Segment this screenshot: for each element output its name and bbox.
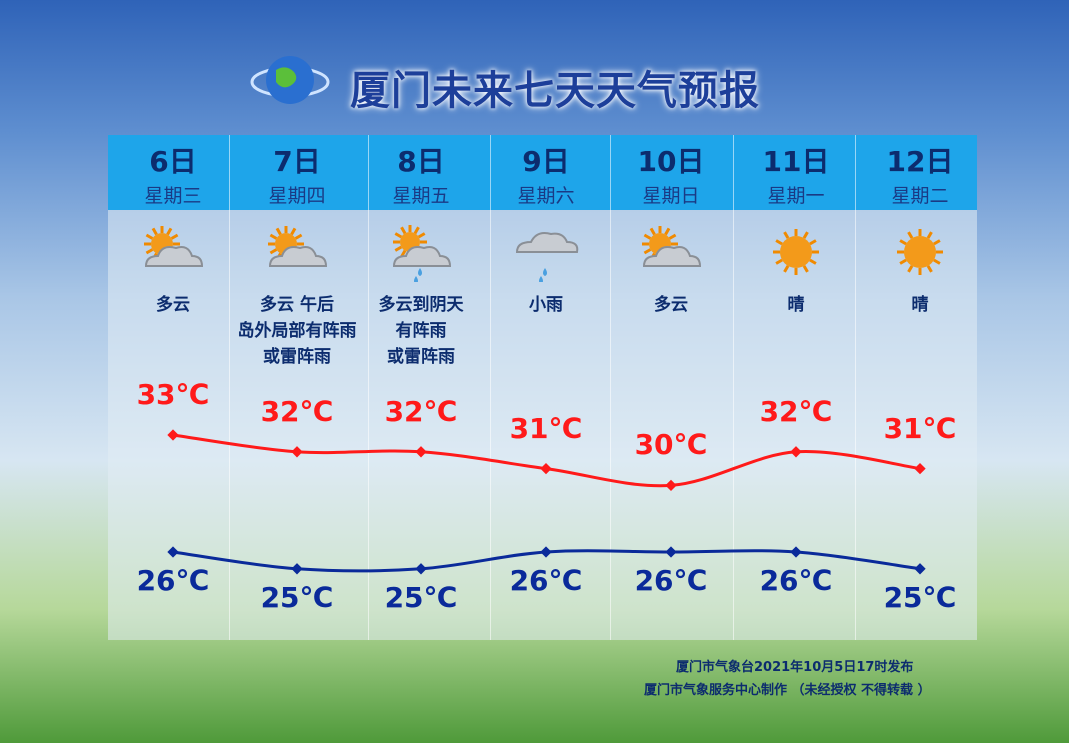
- low-temp-point: [790, 546, 802, 558]
- low-temp-point: [914, 563, 926, 575]
- weather-description: 多云: [654, 295, 688, 315]
- high-temp-label: 32℃: [260, 394, 334, 428]
- day-label: 9日: [522, 145, 570, 178]
- partly-cloudy-icon: [144, 226, 204, 267]
- high-temp-point: [790, 446, 802, 458]
- low-temp-point: [415, 563, 427, 575]
- high-temp-point: [914, 462, 926, 475]
- low-temp-label: 25℃: [384, 580, 458, 614]
- high-temp-point: [291, 446, 303, 458]
- column-divider: [733, 135, 734, 640]
- weather-description: 晴: [787, 295, 805, 315]
- low-temp-label: 26℃: [136, 564, 210, 597]
- weekday-label: 星期四: [268, 185, 326, 207]
- weekday-label: 星期日: [642, 185, 700, 207]
- low-temp-point: [167, 546, 179, 558]
- low-temp-label: 26℃: [634, 564, 708, 597]
- high-temp-label: 31℃: [883, 411, 957, 445]
- weekday-label: 星期六: [517, 185, 575, 207]
- high-temp-label: 31℃: [509, 411, 583, 445]
- weekday-label: 星期二: [891, 185, 949, 207]
- sunny-icon: [773, 229, 819, 275]
- high-temp-point: [665, 479, 677, 492]
- day-label: 11日: [762, 145, 830, 178]
- high-temp-point: [415, 446, 427, 458]
- high-temp-point: [540, 462, 552, 475]
- low-temp-label: 26℃: [509, 564, 583, 597]
- weather-description: 多云: [156, 295, 190, 315]
- issued-text: 厦门市气象台2021年10月5日17时发布: [676, 660, 914, 675]
- high-temp-point: [167, 429, 179, 441]
- credit-text: 厦门市气象服务中心制作 （未经授权 不得转载 ）: [644, 683, 931, 698]
- column-divider: [368, 135, 369, 640]
- day-label: 10日: [637, 145, 705, 178]
- high-temp-label: 32℃: [759, 394, 833, 428]
- rain-icon: [515, 232, 579, 282]
- high-temp-label: 33℃: [136, 378, 210, 411]
- partly-cloudy-icon: [642, 226, 702, 267]
- column-divider: [855, 135, 856, 640]
- globe-logo-icon: [250, 56, 330, 104]
- low-temp-point: [291, 563, 303, 575]
- column-divider: [490, 135, 491, 640]
- low-temp-point: [665, 546, 677, 558]
- column-divider: [610, 135, 611, 640]
- high-temp-label: 30℃: [634, 428, 708, 462]
- low-temp-label: 25℃: [883, 580, 957, 614]
- column-divider: [229, 135, 230, 640]
- day-label: 7日: [273, 145, 321, 178]
- low-temp-label: 25℃: [260, 580, 334, 614]
- page-title: 厦门未来七天天气预报: [350, 68, 760, 114]
- weekday-label: 星期一: [767, 185, 825, 207]
- date-header-band: [108, 135, 977, 210]
- sunny-icon: [897, 229, 943, 275]
- day-label: 12日: [886, 145, 954, 178]
- weather-description: 晴: [911, 295, 929, 315]
- weather-description: 多云到阴天 有阵雨 或雷阵雨: [378, 295, 464, 367]
- weekday-label: 星期三: [144, 185, 202, 207]
- low-temp-point: [540, 546, 552, 558]
- low-temp-label: 26℃: [759, 564, 833, 597]
- day-label: 8日: [397, 145, 445, 178]
- weather-description: 小雨: [529, 295, 563, 315]
- day-label: 6日: [149, 145, 197, 178]
- high-temp-label: 32℃: [384, 394, 458, 428]
- weekday-label: 星期五: [392, 185, 450, 207]
- weather-description: 多云 午后 岛外局部有阵雨 或雷阵雨: [237, 295, 357, 367]
- partly-cloudy-icon: [268, 226, 328, 267]
- partly-cloudy-rain-icon: [392, 225, 452, 282]
